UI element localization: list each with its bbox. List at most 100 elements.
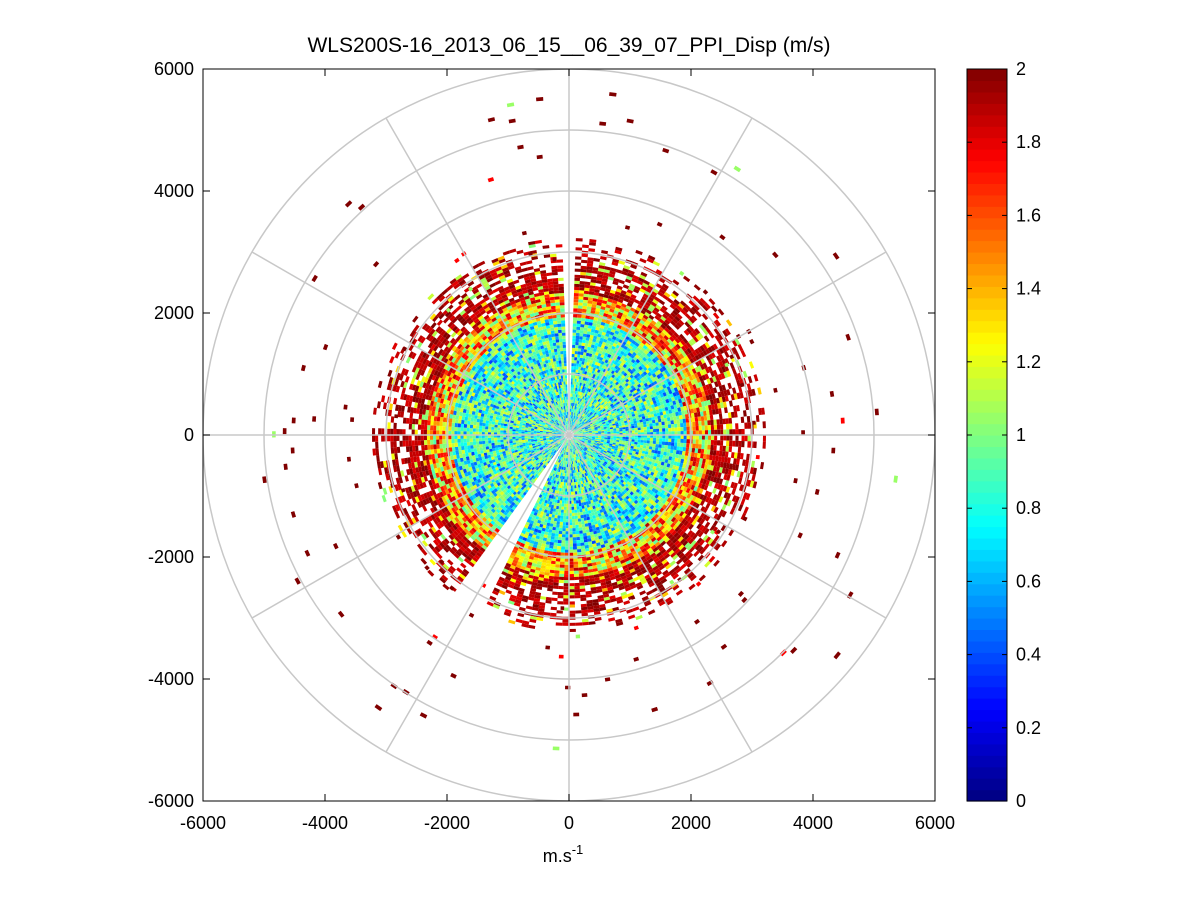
scan-cell (563, 509, 567, 513)
scan-cell (561, 506, 564, 510)
scan-cell (470, 445, 474, 449)
scan-cell (513, 546, 519, 551)
scan-cell (512, 495, 517, 500)
scan-cell (472, 532, 478, 539)
scan-cell (495, 520, 501, 526)
scan-cell (474, 530, 480, 537)
scan-cell (544, 493, 548, 497)
scan-cell (476, 447, 481, 452)
scan-cell (467, 448, 472, 453)
scan-cell (565, 464, 567, 468)
scan-cell (494, 440, 498, 443)
scan-cell (510, 489, 515, 494)
scan-cell (393, 447, 398, 454)
scan-cell (553, 287, 559, 291)
scan-cell (512, 429, 516, 432)
scan-cell (579, 333, 584, 337)
scan-cell (562, 522, 566, 526)
scan-cell (550, 451, 553, 454)
scan-cell (461, 543, 468, 550)
scan-cell (509, 440, 513, 444)
scan-cell (580, 348, 585, 353)
scan-cell (561, 323, 566, 327)
scan-cell (463, 541, 470, 548)
scan-cell (529, 477, 533, 481)
scan-cell (498, 511, 504, 516)
scan-cell (556, 490, 560, 494)
scan-cell (469, 542, 476, 549)
scan-cell (490, 508, 496, 514)
scan-cell (583, 349, 588, 353)
scan-cell (555, 447, 558, 450)
scan-cell (532, 578, 539, 583)
scan-cell (571, 350, 575, 355)
scan-cell (582, 339, 586, 344)
scan-cell (533, 472, 537, 477)
scan-cell (555, 474, 558, 478)
scan-cell (551, 532, 556, 537)
scan-cell (562, 454, 565, 458)
scan-cell (525, 567, 531, 572)
scan-cell (464, 445, 468, 450)
scan-cell (553, 480, 556, 484)
scan-cell (552, 551, 557, 556)
scan-cell (433, 444, 437, 450)
scan-cell (575, 341, 579, 346)
scan-cell (490, 520, 496, 526)
scan-cell (540, 546, 546, 551)
scan-cell (505, 576, 512, 581)
scan-cell (439, 576, 447, 584)
scan-cell (514, 553, 521, 559)
scan-cell (555, 480, 558, 485)
scan-cell (540, 462, 544, 466)
scan-cell (560, 450, 563, 454)
scan-cell (562, 444, 565, 448)
scan-cell (575, 335, 580, 340)
scan-cell (506, 502, 511, 507)
scan-cell (478, 425, 483, 429)
scan-cell (559, 561, 565, 565)
scan-cell (466, 441, 471, 446)
scan-cell (561, 447, 564, 451)
scan-cell (555, 461, 558, 465)
scan-cell (574, 348, 579, 352)
scan-cell (459, 573, 466, 580)
scan-cell (524, 481, 529, 486)
scan-cell (571, 366, 574, 370)
scan-cell (566, 439, 568, 443)
scan-cell (546, 477, 550, 482)
scan-cell (559, 296, 565, 300)
scan-cell (564, 464, 566, 468)
scan-cell (503, 611, 511, 617)
scan-cell (500, 441, 504, 445)
scan-cell (547, 456, 551, 460)
scan-cell (542, 492, 546, 497)
scan-cell (474, 415, 478, 419)
scan-cell (542, 498, 546, 503)
scan-cell (491, 429, 495, 433)
scan-cell (564, 491, 567, 495)
scan-cell (436, 421, 440, 426)
scan-cell (573, 314, 578, 318)
scan-cell (548, 513, 553, 518)
scan-cell (473, 538, 480, 544)
scan-cell (559, 478, 562, 482)
scan-cell (511, 501, 516, 507)
scan-cell (555, 468, 559, 472)
scan-cell (528, 555, 534, 560)
scan-cell (548, 578, 554, 583)
scan-cell (547, 452, 551, 456)
scan-cell (583, 330, 588, 335)
scan-cell (544, 506, 549, 511)
scan-cell (580, 327, 585, 331)
scan-cell (482, 446, 487, 451)
scan-cell (525, 551, 531, 556)
scan-cell (408, 435, 412, 441)
scan-cell (515, 438, 519, 441)
scan-cell (466, 424, 471, 429)
scan-cell (536, 545, 542, 550)
scan-cell (531, 547, 537, 552)
scan-cell (442, 583, 450, 591)
scan-cell (576, 329, 580, 334)
scan-cell (393, 428, 397, 435)
